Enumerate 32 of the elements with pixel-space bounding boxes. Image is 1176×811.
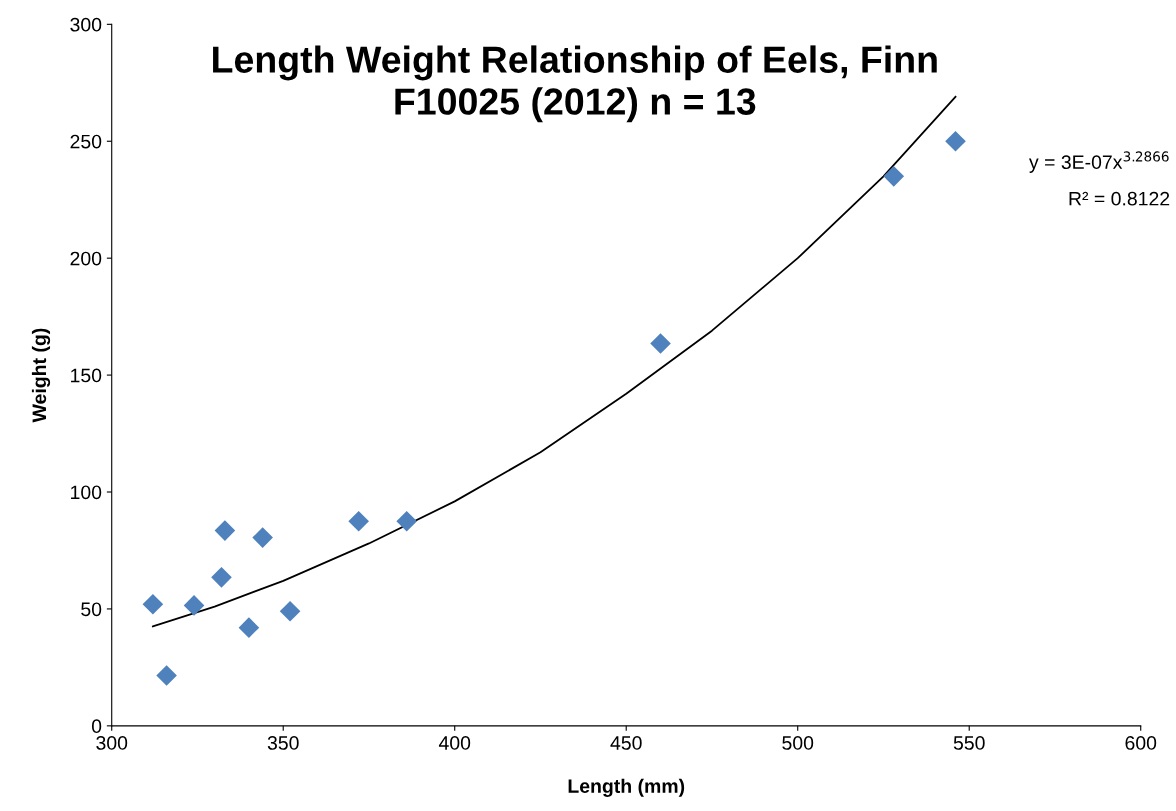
y-tick-label: 0 [91,719,102,734]
point [348,510,369,532]
y-axis-title: Weight (g) [31,328,51,423]
x-tick-label: 350 [267,736,299,750]
point [396,510,417,532]
point [883,166,905,187]
x-tick-label: 600 [1125,736,1157,750]
point [238,617,260,638]
x-tick-label: 400 [438,736,471,750]
point [945,130,966,152]
y-tick-label: 200 [70,251,102,266]
point [156,665,177,686]
annotation: R² = 0.8122 [1069,191,1170,206]
x-tick-label: 500 [782,736,814,750]
y-tick-label: 50 [81,602,102,617]
point [214,520,236,541]
x-tick-label: 450 [610,736,642,750]
text: Length Weight Relationship of Eels, Finn F10025 (2012) n = 13 [213,45,937,123]
x-tick-label: 550 [953,736,985,750]
point [650,333,671,354]
annotation: y = 3E-07x$^{3.2866}$ [1029,151,1169,173]
point [279,600,301,622]
y-tick-label: 250 [70,134,102,149]
x-axis-title: Length (mm) [568,778,685,797]
point [211,567,232,588]
y-tick-label: 150 [71,368,102,383]
y-tick-label: 100 [71,485,102,500]
point [142,593,164,615]
x-tick-label: 300 [96,736,128,750]
point [183,595,205,616]
y-tick-label: 300 [70,17,102,32]
point [252,527,273,548]
